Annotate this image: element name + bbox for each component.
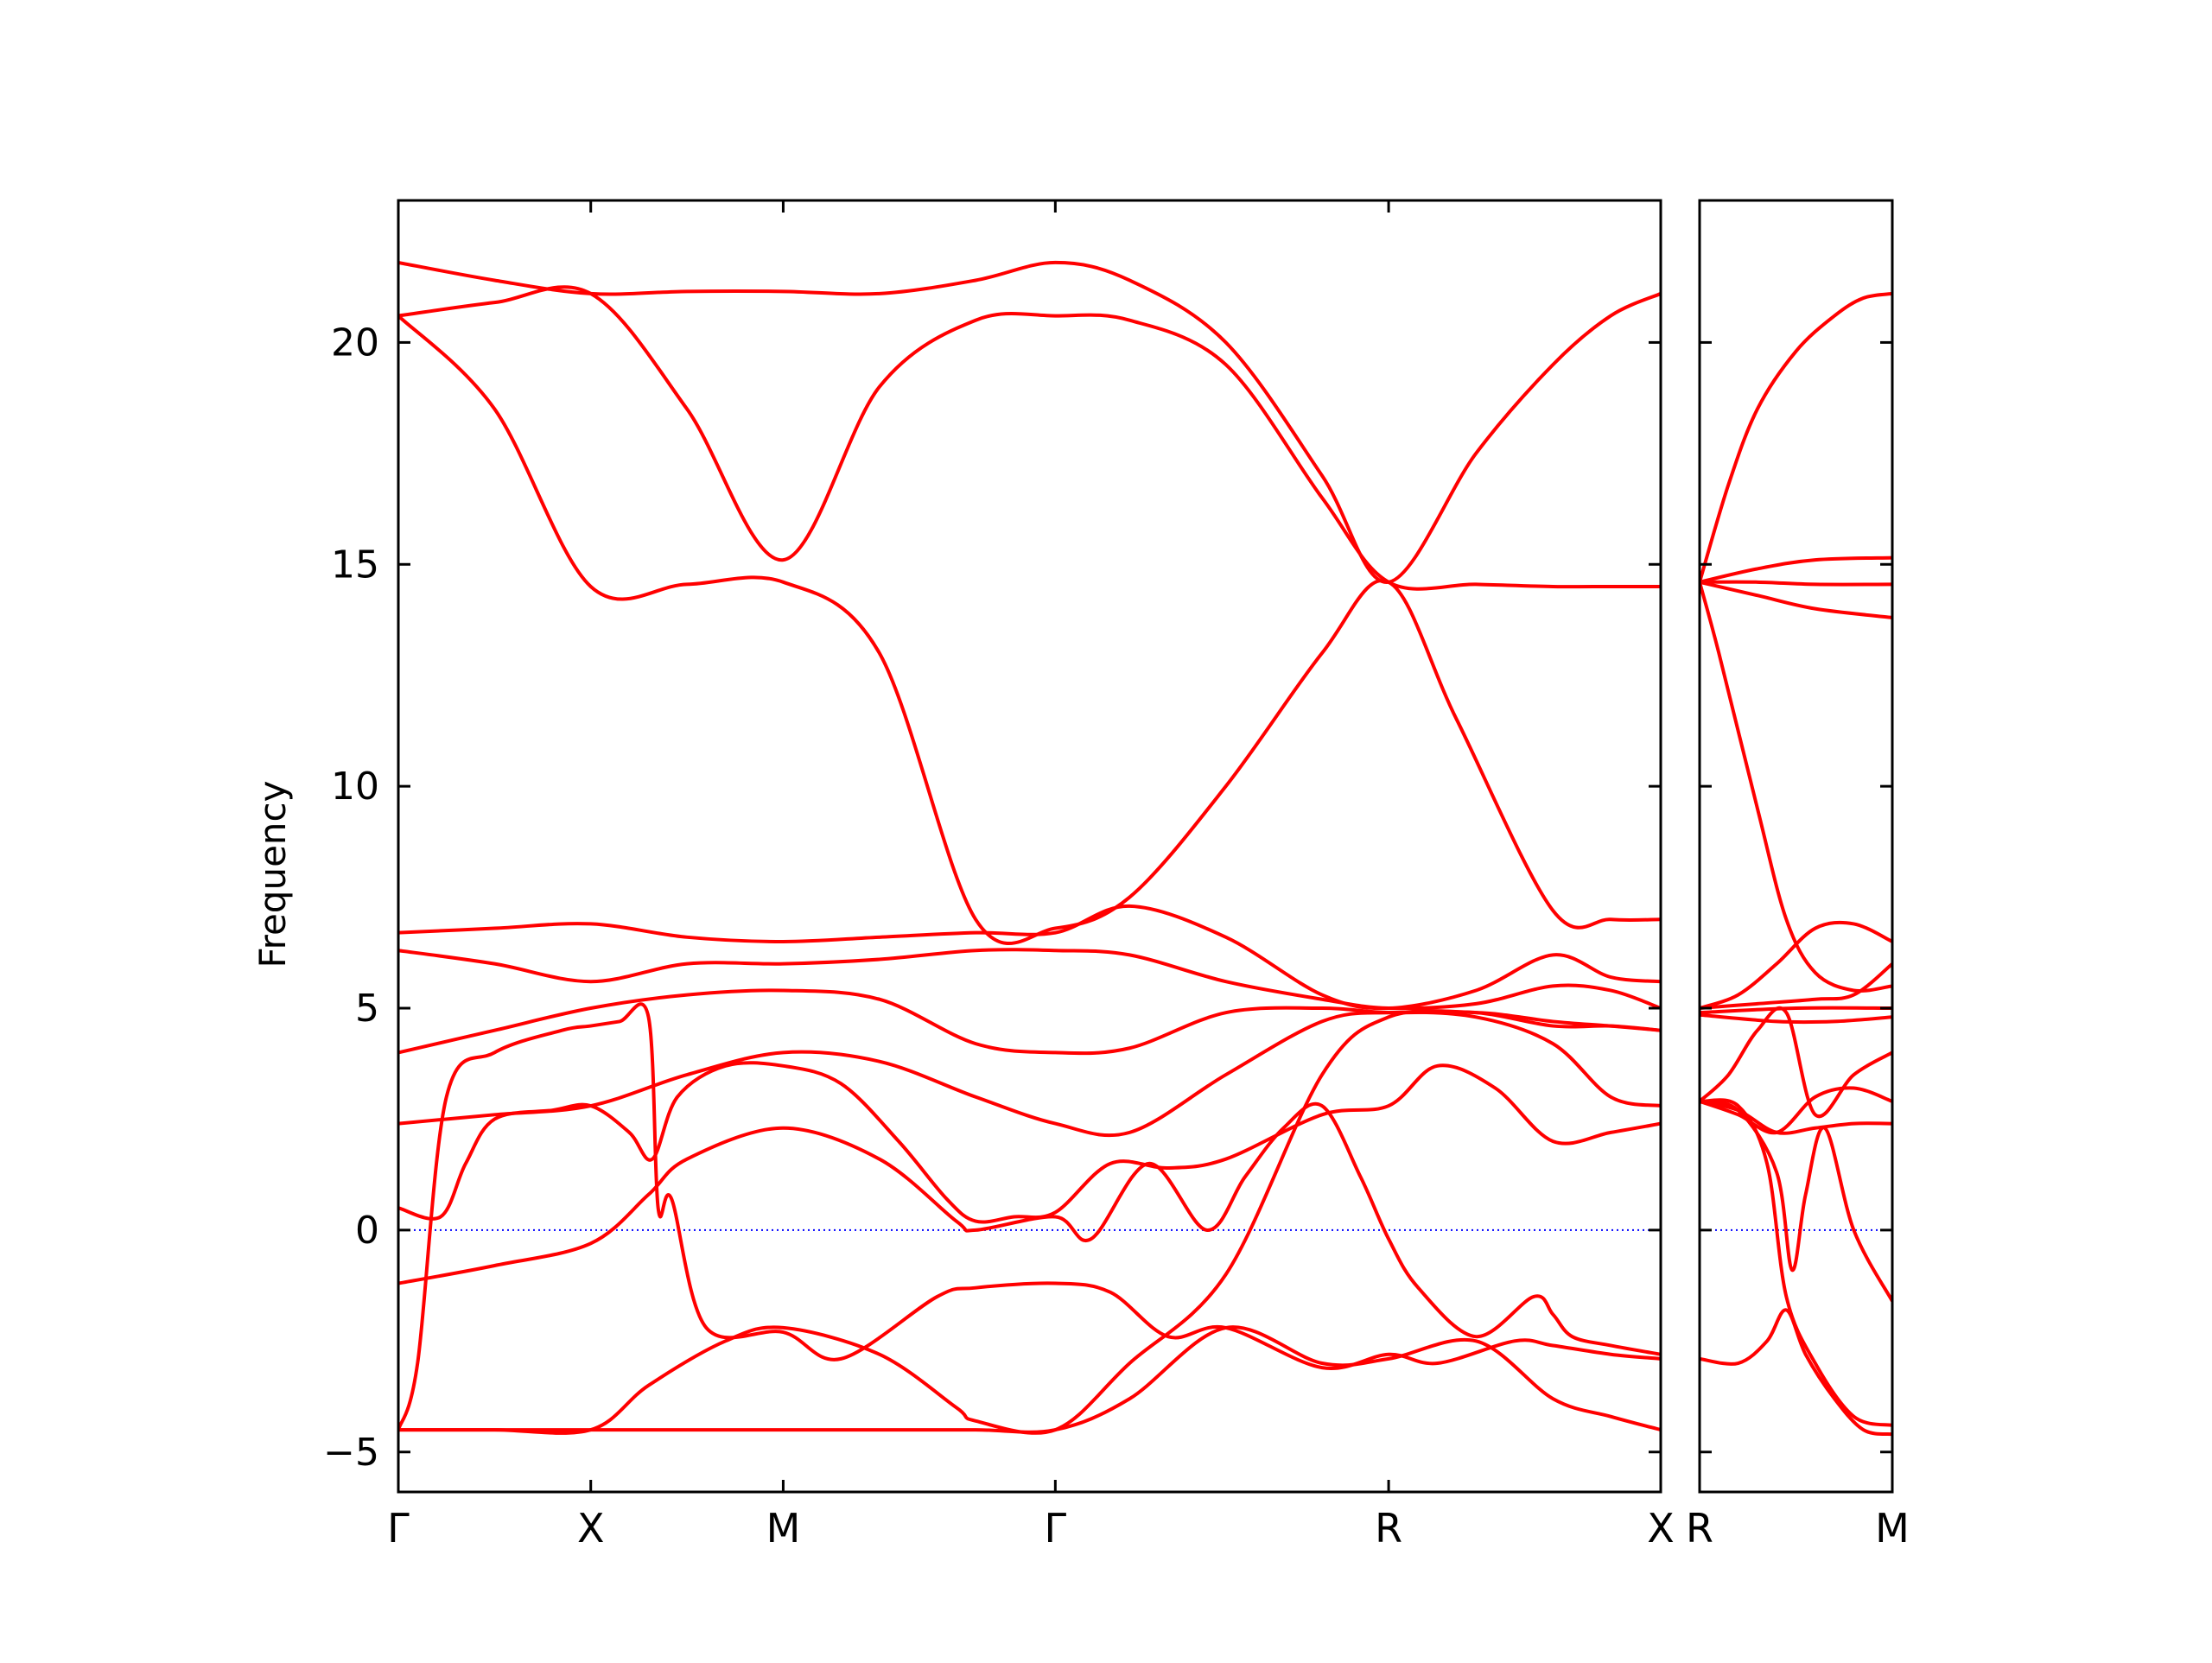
band-line-p2-12 [1700,1006,1892,1119]
y-tick-label: 5 [355,987,379,1031]
band-line-p1-5 [398,948,1661,1011]
band-line-p1-2 [398,260,1661,584]
y-tick-label: 10 [331,765,379,809]
band-line-p2-4 [1700,580,1892,619]
band-line-p2-9 [1700,1012,1892,1025]
band-line-p1-10 [398,1002,1661,1432]
band-line-p2-10 [1700,1086,1892,1135]
x-tick-label: X [1647,1505,1675,1552]
y-tick-label: −5 [323,1431,379,1475]
panel-frame-2 [1698,199,1894,1494]
band-line-p1-3 [398,285,1661,591]
band-line-p2-1 [1700,291,1892,584]
band-line-p2-6 [1700,920,1892,1011]
band-line-p2-5 [1700,580,1892,993]
x-tick-label: R [1375,1505,1402,1552]
band-line-p2-7 [1700,962,1892,1011]
y-axis-label: Frequency [251,781,294,968]
x-tick-label: M [1875,1505,1910,1552]
x-tick-label: Γ [1045,1505,1067,1552]
band-line-p1-7 [398,1010,1661,1138]
band-line-p2-2 [1700,555,1892,584]
band-line-p1-8 [398,1061,1661,1224]
y-tick-label: 0 [355,1209,379,1253]
panel-frame-1 [397,199,1662,1494]
band-line-p2-14 [1700,1099,1892,1304]
x-tick-label: R [1686,1505,1713,1552]
y-tick-label: 15 [331,543,379,587]
band-line-p1-12 [398,1325,1661,1434]
x-tick-label: Γ [387,1505,410,1552]
band-line-p1-9 [398,1101,1661,1356]
band-line-p1-1 [398,314,1661,946]
band-line-p2-13 [1700,1098,1892,1427]
y-tick-label: 20 [331,321,379,365]
band-line-p2-15 [1700,1308,1892,1437]
band-line-p2-3 [1700,580,1892,587]
x-tick-label: X [577,1505,605,1552]
x-tick-label: M [766,1505,801,1552]
band-line-p1-4 [398,904,1661,1011]
band-line-p2-8 [1700,1006,1892,1015]
